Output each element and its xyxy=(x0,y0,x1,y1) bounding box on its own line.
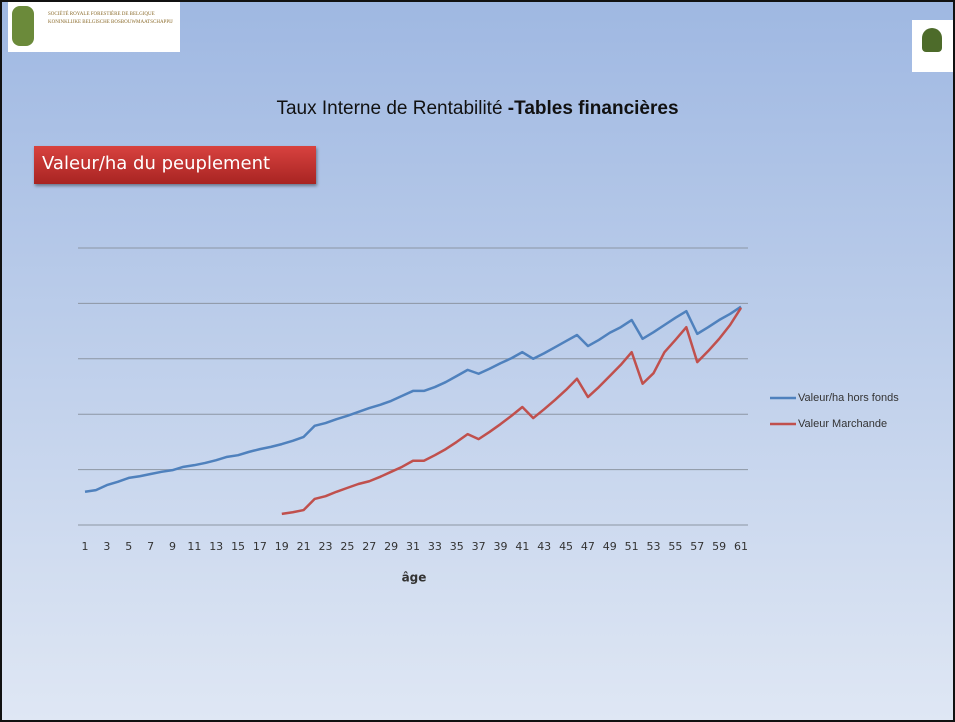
org-line: Société Royale Forestière de Belgique xyxy=(48,12,155,17)
x-tick-label: 15 xyxy=(231,540,245,553)
title-plain: Taux Interne de Rentabilité xyxy=(276,98,508,119)
x-tick-label: 47 xyxy=(581,540,595,553)
x-tick-label: 49 xyxy=(603,540,617,553)
x-tick-label: 45 xyxy=(559,540,573,553)
slide-title: Taux Interne de Rentabilité -Tables fina… xyxy=(2,98,953,120)
x-tick-label: 1 xyxy=(82,540,89,553)
x-tick-label: 29 xyxy=(384,540,398,553)
x-tick-label: 51 xyxy=(625,540,639,553)
x-tick-label: 33 xyxy=(428,540,442,553)
section-label: Valeur/ha du peuplement xyxy=(34,146,316,184)
x-tick-label: 59 xyxy=(712,540,726,553)
title-bold: -Tables financières xyxy=(507,98,679,119)
org-line: Koninklijke Belgische Bosbouwmaatschappi… xyxy=(48,20,173,25)
x-tick-label: 23 xyxy=(319,540,333,553)
x-tick-label: 19 xyxy=(275,540,289,553)
legend-label: Valeur Marchande xyxy=(798,418,887,430)
x-tick-label: 43 xyxy=(537,540,551,553)
x-tick-label: 39 xyxy=(493,540,507,553)
x-tick-label: 21 xyxy=(297,540,311,553)
x-tick-label: 55 xyxy=(668,540,682,553)
x-tick-label: 57 xyxy=(690,540,704,553)
x-tick-label: 7 xyxy=(147,540,154,553)
right-logo xyxy=(912,20,953,72)
x-tick-label: 3 xyxy=(103,540,110,553)
x-tick-label: 13 xyxy=(209,540,223,553)
x-tick-label: 9 xyxy=(169,540,176,553)
x-tick-label: 53 xyxy=(647,540,661,553)
x-tick-label: 27 xyxy=(362,540,376,553)
x-tick-label: 25 xyxy=(340,540,354,553)
x-tick-label: 31 xyxy=(406,540,420,553)
x-tick-label: 41 xyxy=(515,540,529,553)
series-line xyxy=(281,307,743,516)
x-tick-label: 37 xyxy=(472,540,486,553)
x-tick-label: 61 xyxy=(734,540,748,553)
x-tick-label: 5 xyxy=(125,540,132,553)
x-tick-label: 35 xyxy=(450,540,464,553)
series-line xyxy=(84,305,742,493)
legend-label: Valeur/ha hors fonds xyxy=(798,392,899,404)
x-tick-label: 17 xyxy=(253,540,267,553)
x-tick-label: 11 xyxy=(187,540,201,553)
org-logo: Société Royale Forestière de Belgique Ko… xyxy=(8,2,180,52)
x-axis-label: âge xyxy=(402,571,427,585)
